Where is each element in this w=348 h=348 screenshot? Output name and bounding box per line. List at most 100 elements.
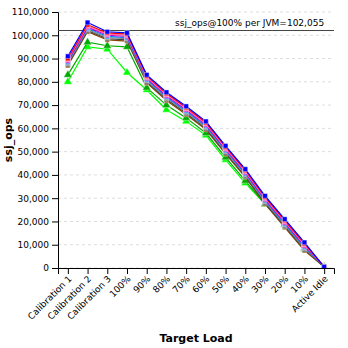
series bbox=[66, 20, 327, 268]
y-tick-label: 110,000 bbox=[12, 7, 49, 17]
series bbox=[66, 26, 327, 268]
y-tick: 50,000 bbox=[18, 147, 59, 157]
point bbox=[282, 217, 287, 222]
y-tick-label: 60,000 bbox=[18, 124, 50, 134]
x-tick: 80% bbox=[151, 268, 173, 295]
series-line bbox=[68, 31, 324, 267]
x-tick-mark bbox=[68, 268, 69, 274]
x-tick-label: 50% bbox=[210, 273, 232, 295]
point bbox=[322, 264, 327, 268]
y-tick-mark bbox=[52, 82, 58, 83]
y-axis-line bbox=[52, 13, 59, 269]
grid-line bbox=[58, 151, 334, 152]
chart: 0 10,000 20,000 30,000 40,000 50,000 60,000 70,… bbox=[0, 0, 348, 348]
y-tick-mark bbox=[52, 245, 58, 246]
y-tick-mark bbox=[52, 12, 58, 13]
series-line bbox=[68, 47, 324, 267]
y-tick-label: 20,000 bbox=[18, 217, 50, 227]
y-tick-label: 70,000 bbox=[18, 100, 50, 110]
y-tick-mark bbox=[52, 198, 58, 199]
x-axis-line bbox=[59, 269, 335, 275]
y-tick: 30,000 bbox=[18, 194, 59, 204]
point bbox=[164, 90, 169, 95]
x-tick-mark bbox=[88, 268, 89, 274]
grid-line bbox=[58, 58, 334, 59]
series bbox=[64, 37, 329, 268]
x-tick-mark bbox=[304, 268, 305, 274]
x-tick: 50% bbox=[210, 268, 232, 295]
y-tick-mark bbox=[52, 105, 58, 106]
x-tick-mark bbox=[265, 268, 266, 274]
y-tick: 60,000 bbox=[18, 124, 59, 134]
x-tick-label: 40% bbox=[230, 273, 252, 295]
x-tick: Active Idle bbox=[289, 268, 330, 314]
point bbox=[64, 70, 72, 77]
grid-line bbox=[58, 221, 334, 222]
y-axis: 0 10,000 20,000 30,000 40,000 50,000 60,000 70,… bbox=[12, 7, 59, 273]
x-tick-mark bbox=[324, 268, 325, 274]
x-tick-label: 100% bbox=[107, 273, 133, 299]
series bbox=[66, 27, 327, 268]
point bbox=[322, 264, 327, 268]
y-tick-mark bbox=[52, 128, 58, 129]
x-tick: 100% bbox=[107, 268, 133, 299]
point bbox=[64, 77, 72, 84]
point bbox=[322, 264, 327, 268]
point bbox=[105, 29, 110, 34]
point bbox=[85, 20, 90, 25]
y-tick-mark bbox=[52, 152, 58, 153]
point bbox=[144, 72, 149, 77]
x-tick-label: 70% bbox=[171, 273, 193, 295]
series-line bbox=[68, 26, 324, 267]
y-tick-mark bbox=[52, 175, 58, 176]
y-tick-mark bbox=[52, 35, 58, 36]
y-tick-mark bbox=[52, 59, 58, 60]
x-tick-label: Calibration 3 bbox=[65, 274, 113, 322]
grid-line bbox=[58, 81, 334, 82]
point bbox=[223, 143, 228, 148]
x-tick-label: 90% bbox=[131, 273, 153, 295]
series-line bbox=[68, 22, 324, 266]
x-tick: Calibration 3 bbox=[65, 268, 113, 322]
series bbox=[64, 42, 329, 268]
x-tick: 30% bbox=[250, 268, 272, 295]
series-line bbox=[68, 28, 324, 266]
series bbox=[66, 28, 327, 268]
y-tick-label: 100,000 bbox=[12, 31, 49, 41]
grid-line bbox=[58, 244, 334, 245]
point bbox=[322, 264, 327, 268]
x-tick-mark bbox=[186, 268, 187, 274]
x-tick: 40% bbox=[230, 268, 252, 295]
y-tick-mark bbox=[52, 221, 58, 222]
x-tick-mark bbox=[226, 268, 227, 274]
x-tick: 70% bbox=[171, 268, 193, 295]
y-tick-label: 80,000 bbox=[18, 77, 50, 87]
grid-line bbox=[58, 105, 334, 106]
grid-line bbox=[58, 198, 334, 199]
x-tick-mark bbox=[285, 268, 286, 274]
y-tick-label: 30,000 bbox=[18, 194, 50, 204]
x-tick-label: 80% bbox=[151, 273, 173, 295]
y-tick-label: 10,000 bbox=[18, 240, 50, 250]
y-tick: 40,000 bbox=[18, 170, 59, 180]
point bbox=[322, 264, 327, 268]
y-tick-mark bbox=[52, 268, 58, 269]
x-tick-label: 20% bbox=[269, 273, 291, 295]
x-tick-mark bbox=[166, 268, 167, 274]
y-tick-label: 0 bbox=[43, 263, 49, 273]
y-tick-label: 40,000 bbox=[18, 170, 50, 180]
annotation: ssj_ops@100% per JVM=102,055 bbox=[175, 18, 324, 28]
marks bbox=[58, 20, 334, 268]
point bbox=[204, 119, 209, 124]
point bbox=[263, 194, 268, 199]
x-tick: 20% bbox=[269, 268, 291, 295]
point bbox=[322, 264, 327, 268]
grid bbox=[58, 12, 334, 268]
series bbox=[66, 22, 327, 268]
x-tick-mark bbox=[147, 268, 148, 274]
y-tick: 10,000 bbox=[18, 240, 59, 250]
grid-line bbox=[58, 174, 334, 175]
series bbox=[66, 29, 327, 268]
x-tick-mark bbox=[206, 268, 207, 274]
point bbox=[302, 240, 307, 245]
